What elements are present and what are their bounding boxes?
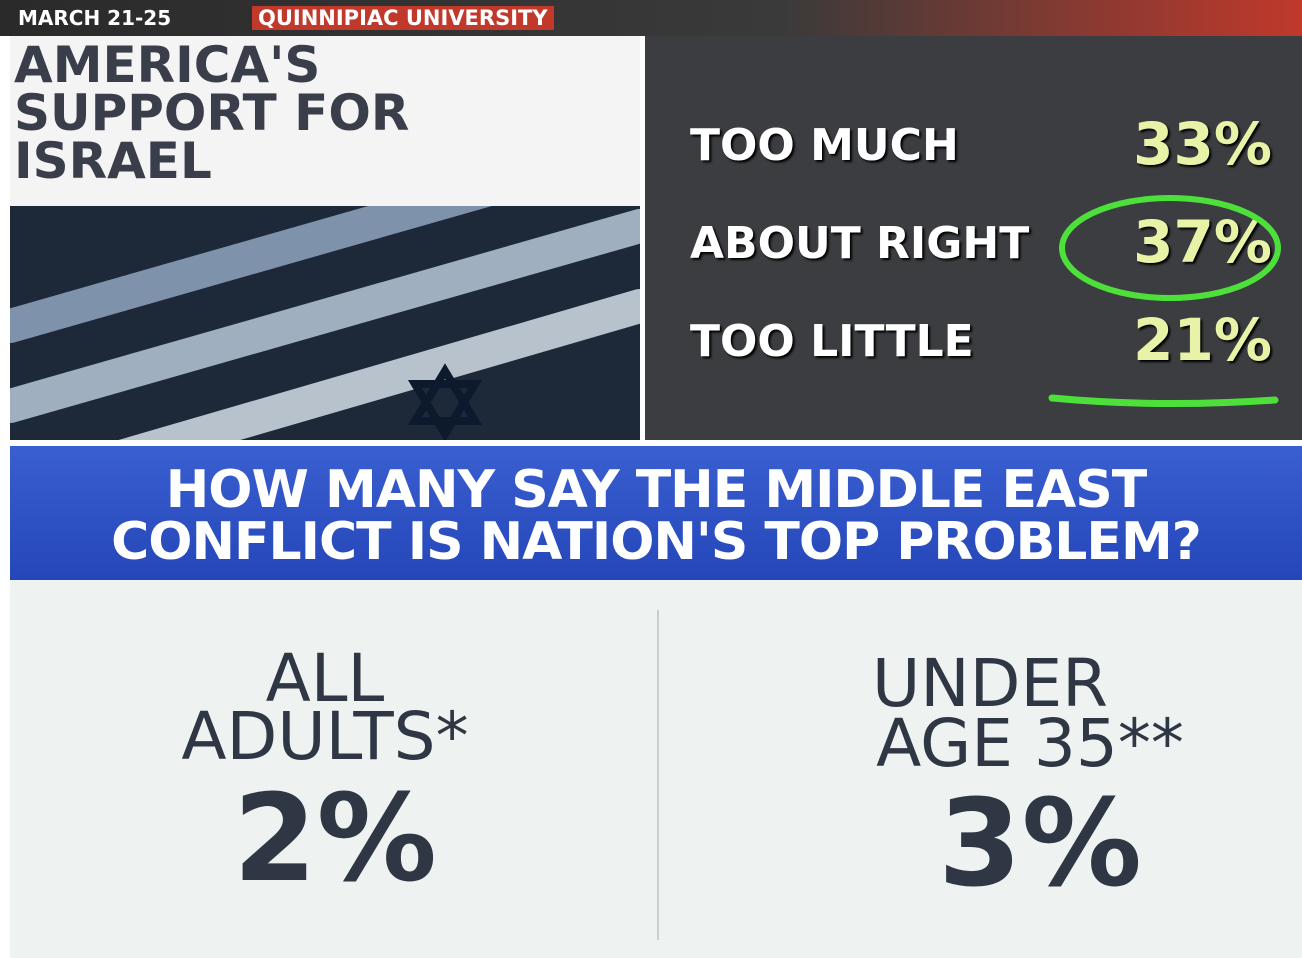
header-strip	[0, 0, 1302, 36]
row-label: TOO MUCH	[690, 120, 959, 171]
divider	[657, 610, 659, 940]
poll-source: QUINNIPIAC UNIVERSITY	[252, 6, 554, 30]
group-value: 2%	[233, 770, 437, 909]
row-label: TOO LITTLE	[690, 316, 974, 367]
results-area	[10, 580, 1302, 958]
row-value: 33%	[1133, 110, 1272, 178]
flag-image	[10, 206, 640, 440]
poll-date: MARCH 21-25	[18, 6, 172, 30]
title-line: AMERICA'S	[14, 36, 321, 94]
group-label: ADULTS*	[181, 698, 469, 775]
row-value: 21%	[1133, 306, 1272, 374]
question-banner	[10, 446, 1302, 580]
row-value: 37%	[1133, 208, 1272, 276]
question-line: CONFLICT IS NATION'S TOP PROBLEM?	[111, 512, 1202, 572]
question-line: HOW MANY SAY THE MIDDLE EAST	[165, 460, 1147, 520]
title-line: ISRAEL	[14, 132, 212, 190]
group-label: AGE 35**	[876, 705, 1184, 782]
title-line: SUPPORT FOR	[14, 84, 410, 142]
group-label: ALL	[265, 640, 385, 717]
group-value: 3%	[938, 775, 1142, 914]
group-label: UNDER	[871, 645, 1109, 722]
title-box	[10, 36, 640, 206]
row-label: ABOUT RIGHT	[690, 218, 1030, 269]
